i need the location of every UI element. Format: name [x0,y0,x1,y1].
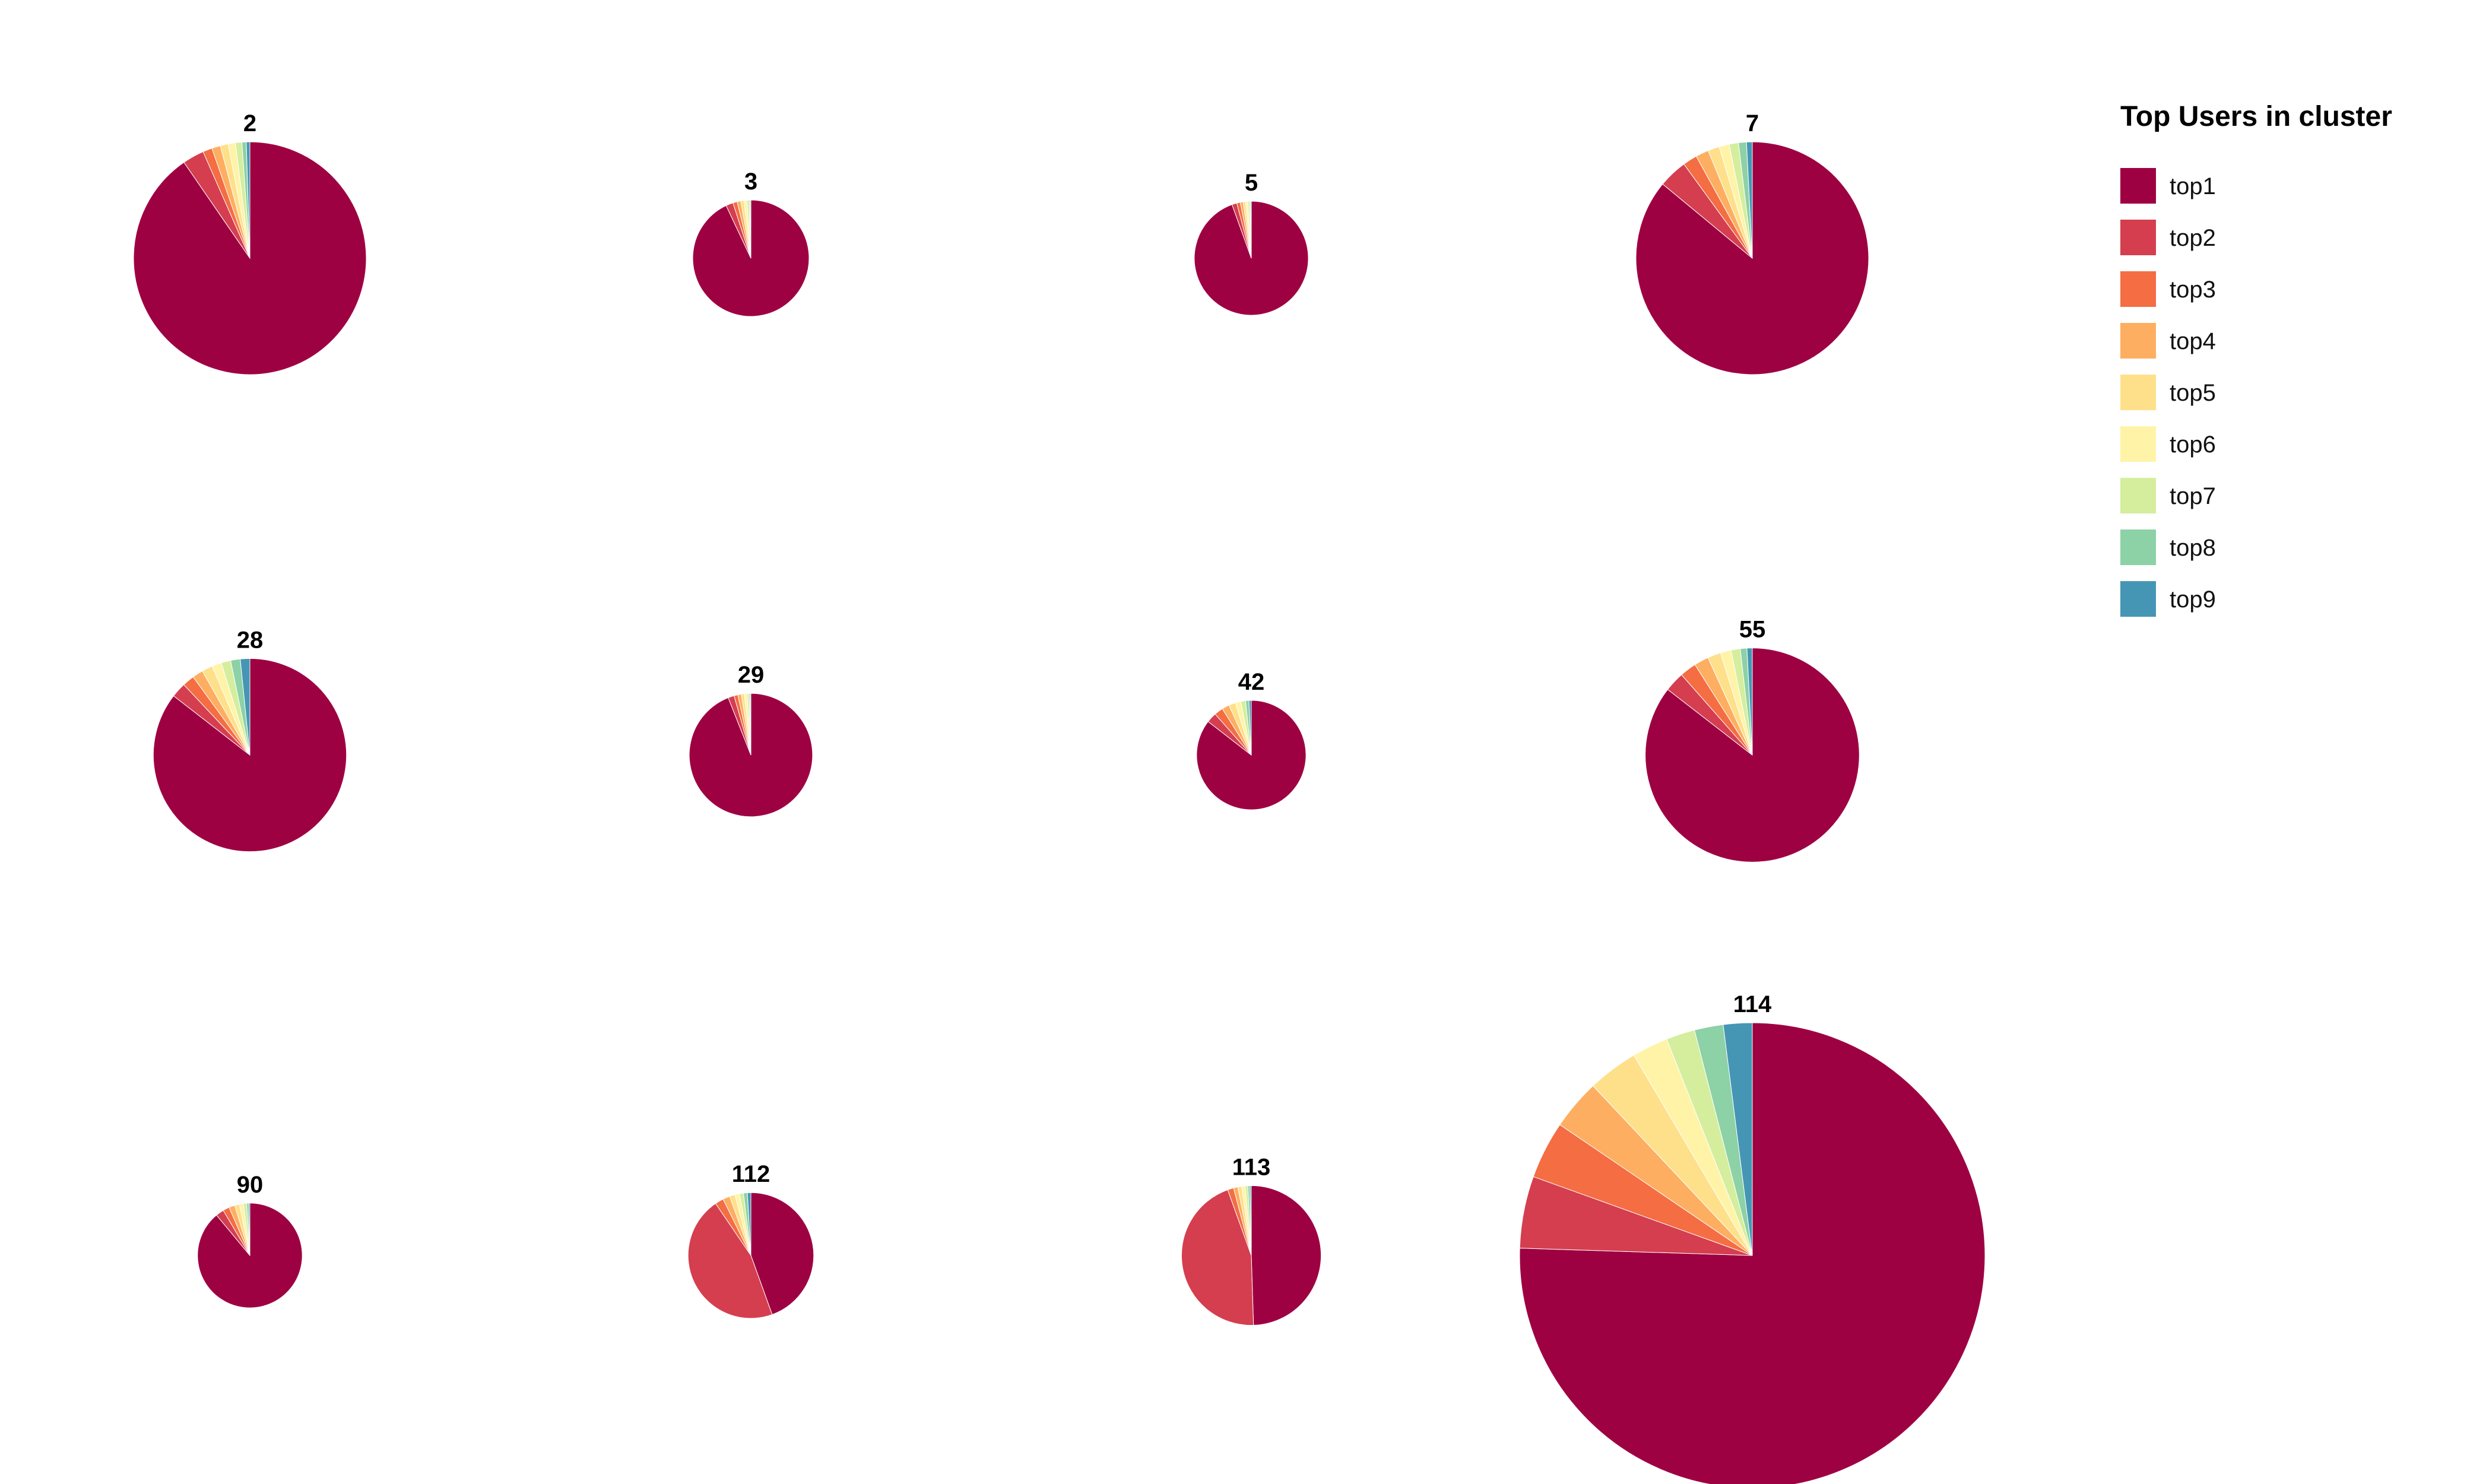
slice-top9 [248,1203,250,1256]
legend-swatch [2120,168,2156,204]
slice-top9 [246,141,250,259]
legend-item-top5: top5 [2120,375,2216,410]
legend-item-top1: top1 [2120,168,2216,204]
pie-28: 28 [153,627,347,852]
pie-title: 2 [243,110,256,137]
slice-top1 [1519,1022,1986,1484]
slice-top1 [153,658,347,852]
legend-label: top1 [2170,173,2216,199]
legend-item-top2: top2 [2120,220,2216,255]
pie-5: 5 [1194,170,1309,316]
pie-title: 114 [1733,991,1772,1017]
pies-group: 2 3 5 7 28 29 42 55 90 112 113 114 [133,110,1986,1484]
legend-label: top7 [2170,483,2216,509]
pie-7: 7 [1635,110,1869,375]
legend-swatch [2120,581,2156,617]
pie-title: 28 [237,627,264,653]
pie-title: 3 [744,169,757,195]
pie-112: 112 [687,1161,814,1319]
pie-42: 42 [1196,669,1307,810]
legend-label: top6 [2170,432,2216,458]
legend-label: top2 [2170,225,2216,251]
slice-top9 [750,199,751,259]
slice-top2 [1181,1189,1254,1326]
slice-top9 [747,1192,751,1256]
slice-top9 [1248,700,1252,756]
pie-title: 29 [738,662,765,688]
legend-item-top3: top3 [2120,271,2216,307]
legend-label: top5 [2170,380,2216,406]
pie-114: 114 [1519,991,1986,1484]
legend: Top Users in cluster top1top2top3top4top… [2120,101,2392,617]
legend-swatch [2120,375,2156,410]
legend-swatch [2120,529,2156,565]
legend-title: Top Users in cluster [2120,101,2392,132]
legend-swatch [2120,271,2156,307]
legend-item-top6: top6 [2120,426,2216,462]
slice-top9 [1746,141,1753,259]
legend-label: top9 [2170,586,2216,613]
slice-top1 [750,1192,814,1315]
legend-label: top4 [2170,328,2216,354]
slice-top9 [1746,648,1753,756]
legend-label: top8 [2170,535,2216,561]
pie-title: 7 [1746,110,1759,137]
legend-swatch [2120,220,2156,255]
slice-top2 [687,1203,773,1319]
pie-title: 5 [1245,170,1258,196]
pie-113: 113 [1181,1154,1322,1326]
pie-90: 90 [197,1172,303,1308]
legend-swatch [2120,323,2156,359]
pie-title: 90 [237,1172,264,1198]
pie-55: 55 [1645,617,1860,863]
legend-item-top8: top8 [2120,529,2216,565]
legend-item-top7: top7 [2120,478,2216,513]
slice-top9 [240,658,250,756]
legend-items: top1 top2 top3 top4 top5 top6 top7 top8 top9 [2120,168,2216,617]
pie-title: 55 [1739,617,1766,643]
pie-title: 42 [1238,669,1265,695]
legend-item-top9: top9 [2120,581,2216,617]
pie-title: 112 [732,1161,770,1187]
pie-29: 29 [689,662,813,817]
legend-swatch [2120,426,2156,462]
legend-label: top3 [2170,277,2216,303]
pie-2: 2 [133,110,367,375]
slice-top9 [1250,1185,1252,1256]
pie-title: 113 [1232,1154,1271,1180]
pie-3: 3 [692,169,810,317]
slice-top9 [750,693,751,756]
legend-swatch [2120,478,2156,513]
slice-top9 [1723,1022,1753,1256]
legend-item-top4: top4 [2120,323,2216,359]
slice-top1 [1251,1185,1322,1326]
